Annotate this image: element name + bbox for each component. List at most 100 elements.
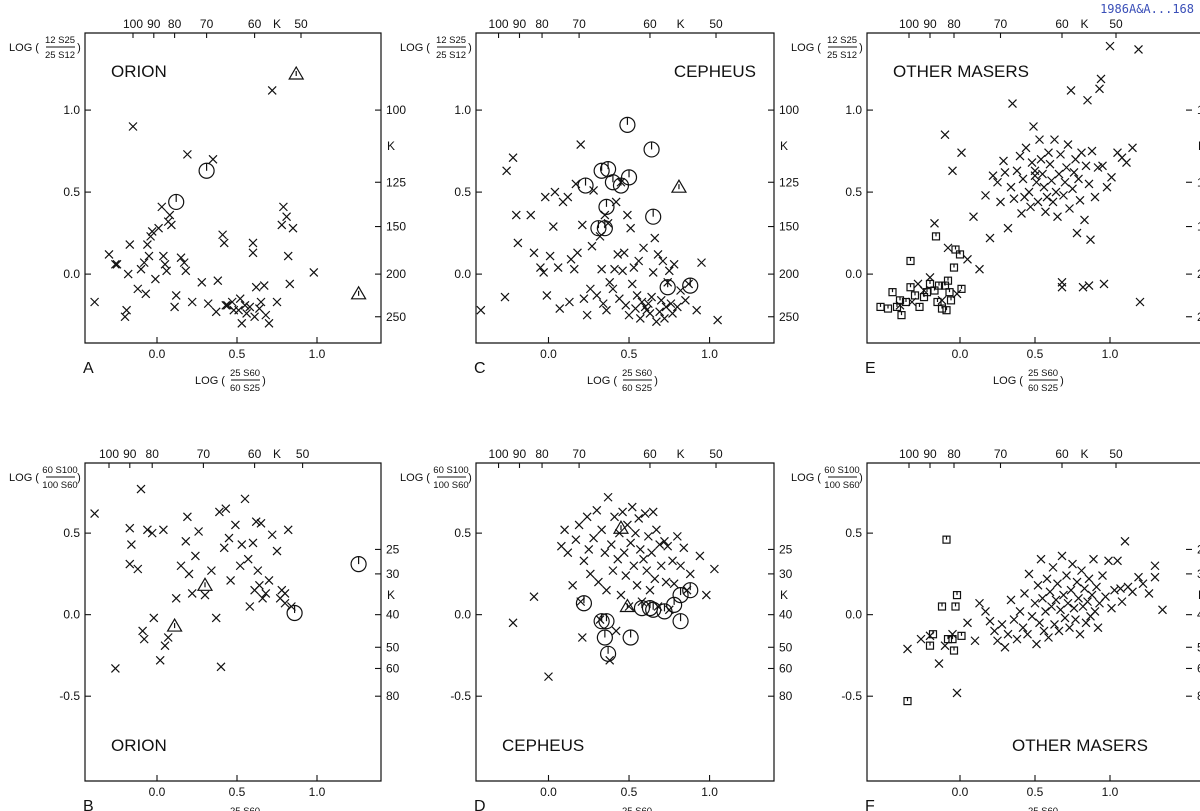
cross-marker bbox=[571, 535, 581, 545]
cross-marker bbox=[123, 269, 133, 279]
cross-marker bbox=[1077, 566, 1086, 576]
cross-marker bbox=[1017, 208, 1026, 218]
cross-marker bbox=[684, 279, 694, 289]
square-marker bbox=[901, 297, 911, 307]
cross-marker bbox=[545, 251, 555, 261]
cross-marker bbox=[1044, 148, 1053, 158]
cross-marker bbox=[555, 304, 565, 313]
right-tick-label: 250 bbox=[779, 310, 799, 324]
circle-marker bbox=[645, 601, 662, 618]
cross-marker bbox=[224, 533, 234, 543]
y-tick-label: -0.5 bbox=[841, 689, 862, 703]
cross-marker bbox=[1075, 195, 1085, 205]
cross-marker bbox=[1009, 194, 1019, 204]
cross-marker bbox=[963, 618, 972, 628]
cross-marker bbox=[1135, 297, 1145, 307]
panel-d: 0.0 0.5 1.0 -0.5 0.0 0.5 100 90 80 70 60 K 50 25 30 40 5… bbox=[400, 447, 793, 811]
top-tick-label: 70 bbox=[572, 447, 586, 461]
cross-marker bbox=[234, 305, 244, 315]
right-tick-label: 50 bbox=[779, 640, 793, 654]
x-tick-label: 1.0 bbox=[1102, 785, 1119, 799]
plot-frame bbox=[866, 462, 1200, 782]
cross-marker bbox=[577, 633, 587, 642]
plot-frame bbox=[866, 32, 1200, 344]
panel-letter: A bbox=[83, 360, 94, 377]
square-marker bbox=[906, 256, 915, 266]
circle-marker bbox=[656, 603, 673, 620]
cross-marker bbox=[1003, 629, 1013, 639]
cross-marker bbox=[259, 281, 269, 291]
cross-marker bbox=[158, 525, 168, 535]
cross-marker bbox=[605, 277, 615, 287]
y-axis-label-numerator: 60 S100 bbox=[433, 465, 468, 476]
cross-marker bbox=[1104, 556, 1113, 566]
cross-marker bbox=[219, 543, 229, 553]
cross-marker bbox=[656, 561, 666, 571]
cross-marker bbox=[560, 525, 570, 535]
cross-marker bbox=[1090, 192, 1100, 202]
circle-marker bbox=[198, 162, 215, 179]
cross-marker bbox=[679, 543, 689, 553]
cross-marker bbox=[278, 202, 288, 212]
cross-marker bbox=[948, 166, 957, 176]
circle-marker bbox=[645, 208, 662, 225]
x-axis-label-prefix: LOG ( bbox=[587, 375, 617, 387]
x-axis-label-numerator: 25 S60 bbox=[622, 368, 652, 379]
cross-marker bbox=[1068, 184, 1077, 194]
cross-marker bbox=[181, 266, 191, 276]
cross-marker bbox=[565, 297, 574, 307]
x-axis-label-numerator: 25 S60 bbox=[1028, 368, 1058, 379]
cross-marker bbox=[651, 525, 661, 535]
cross-marker bbox=[144, 251, 154, 261]
cross-marker bbox=[957, 148, 966, 158]
cross-marker bbox=[1128, 587, 1137, 597]
cross-marker bbox=[1045, 587, 1055, 597]
right-tick-label: 150 bbox=[386, 220, 406, 234]
top-tick-label: 80 bbox=[168, 17, 182, 31]
right-tick-label: 80 bbox=[1197, 689, 1200, 703]
x-tick-label: 0.5 bbox=[621, 347, 638, 361]
y-tick-label: 0.0 bbox=[63, 608, 80, 622]
cross-marker bbox=[277, 220, 287, 230]
cross-marker bbox=[1035, 618, 1044, 628]
cross-marker bbox=[1047, 602, 1056, 611]
square-marker bbox=[876, 302, 885, 312]
cross-marker bbox=[1063, 140, 1073, 149]
right-tick-label: 25 bbox=[386, 542, 400, 556]
cross-marker bbox=[1144, 589, 1154, 598]
top-tick-label: 100 bbox=[899, 447, 919, 461]
cross-marker bbox=[1035, 135, 1044, 145]
x-axis-label-prefix: LOG ( bbox=[993, 375, 1023, 387]
square-marker bbox=[897, 311, 906, 320]
cross-marker bbox=[142, 240, 152, 250]
right-tick-label: 40 bbox=[779, 608, 793, 622]
cross-marker bbox=[1081, 161, 1091, 171]
cross-marker bbox=[663, 541, 673, 551]
cross-marker bbox=[182, 512, 192, 522]
cross-marker bbox=[1018, 623, 1028, 633]
cross-marker bbox=[264, 575, 274, 585]
cross-marker bbox=[125, 523, 135, 533]
right-tick-label: 80 bbox=[386, 689, 400, 703]
cross-marker bbox=[969, 212, 978, 222]
y-axis-label-numerator: 12 S25 bbox=[827, 35, 857, 46]
top-tick-label: 70 bbox=[197, 447, 211, 461]
cross-marker bbox=[155, 655, 165, 665]
cross-marker bbox=[1086, 235, 1095, 245]
cross-marker bbox=[1059, 190, 1068, 200]
triangle-marker bbox=[350, 285, 367, 300]
cross-marker bbox=[1071, 615, 1080, 624]
square-marker bbox=[943, 635, 953, 644]
cross-marker bbox=[579, 294, 589, 304]
cross-marker bbox=[713, 315, 723, 325]
cross-marker bbox=[582, 310, 592, 320]
cross-marker bbox=[256, 297, 266, 307]
circle-marker bbox=[682, 582, 699, 599]
x-axis-label-denominator: 60 S25 bbox=[1028, 383, 1058, 394]
top-tick-label: 70 bbox=[994, 17, 1008, 31]
cross-marker bbox=[1080, 215, 1089, 225]
cross-marker bbox=[1063, 598, 1073, 608]
cross-marker bbox=[993, 636, 1002, 646]
y-axis-label-prefix: LOG ( bbox=[9, 472, 39, 484]
x-axis-label-numerator: 25 S60 bbox=[230, 806, 260, 811]
